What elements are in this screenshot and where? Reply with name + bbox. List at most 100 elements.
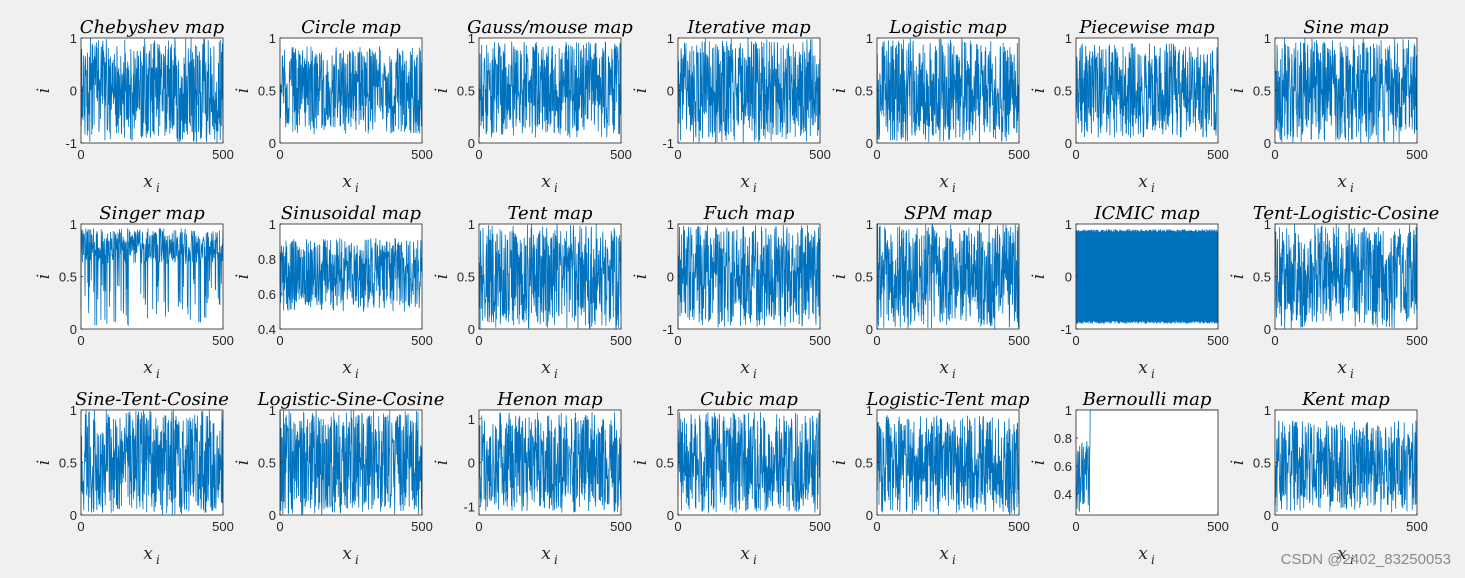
- series-line: [1274, 37, 1418, 144]
- series-line: [876, 224, 1020, 329]
- series-line: [478, 412, 622, 513]
- subplot-title: Sine-Tent-Cosine: [75, 389, 229, 410]
- watermark: CSDN @2402_83250053: [1280, 551, 1451, 568]
- series-line: [279, 238, 423, 313]
- series-line: [478, 41, 622, 138]
- x-axis-label-subscript: i: [355, 553, 359, 567]
- subplot-title: Gauss/mouse map: [467, 17, 633, 38]
- y-tick-label: 0: [667, 508, 674, 523]
- x-axis-label: x: [342, 358, 352, 378]
- x-axis-label-subscript: i: [554, 181, 558, 195]
- y-tick-label: 1: [866, 217, 873, 232]
- y-axis-label: i: [233, 274, 253, 279]
- y-tick-label: 1: [70, 403, 77, 418]
- y-tick-label: 1: [667, 217, 674, 232]
- x-tick-label: 500: [411, 333, 433, 348]
- y-tick-label: 0.5: [258, 84, 276, 99]
- y-tick-label: 0.4: [258, 322, 276, 337]
- x-axis-label: x: [143, 358, 153, 378]
- y-tick-label: -1: [662, 322, 674, 337]
- series-line: [1274, 223, 1418, 329]
- x-tick-label: 500: [1207, 519, 1229, 534]
- x-tick-label: 0: [276, 519, 283, 534]
- x-tick-label: 0: [77, 333, 84, 348]
- x-tick-label: 500: [212, 147, 234, 162]
- y-axis-label: i: [34, 460, 54, 465]
- x-tick-label: 0: [77, 147, 84, 162]
- x-tick-label: 500: [610, 333, 632, 348]
- y-tick-label: 0: [1264, 322, 1271, 337]
- x-tick-label: 0: [674, 519, 681, 534]
- x-tick-label: 500: [212, 333, 234, 348]
- series-line: [876, 415, 1020, 515]
- x-tick-label: 500: [1406, 147, 1428, 162]
- x-tick-label: 500: [809, 333, 831, 348]
- x-axis-label-subscript: i: [952, 553, 956, 567]
- x-axis-label: x: [740, 358, 750, 378]
- y-tick-label: 0: [1264, 508, 1271, 523]
- x-tick-label: 500: [1406, 333, 1428, 348]
- x-axis-label-subscript: i: [753, 553, 757, 567]
- y-tick-label: 1: [1264, 217, 1271, 232]
- series-line: [80, 228, 224, 326]
- y-tick-label: 0.5: [656, 456, 674, 471]
- y-tick-label: 1: [468, 31, 475, 46]
- x-tick-label: 0: [1271, 333, 1278, 348]
- y-tick-label: -1: [65, 136, 77, 151]
- axes-background: [1076, 410, 1218, 515]
- subplot-title: Tent-Logistic-Cosine: [1253, 203, 1439, 224]
- y-tick-label: 1: [866, 403, 873, 418]
- x-tick-label: 0: [1271, 147, 1278, 162]
- y-tick-label: 1: [468, 217, 475, 232]
- y-tick-label: 0: [468, 136, 475, 151]
- y-axis-label: i: [631, 460, 651, 465]
- subplot-title: Circle map: [301, 17, 401, 38]
- subplot-title: Henon map: [496, 389, 603, 410]
- y-tick-label: 1: [269, 31, 276, 46]
- x-tick-label: 0: [674, 333, 681, 348]
- y-tick-label: 0: [269, 508, 276, 523]
- x-axis-label-subscript: i: [952, 367, 956, 381]
- y-tick-label: 0.5: [258, 456, 276, 471]
- y-tick-label: 0.5: [457, 270, 475, 285]
- axes-box: [279, 223, 423, 330]
- y-tick-label: 0: [468, 456, 475, 471]
- subplot-title: Piecewise map: [1078, 17, 1215, 38]
- x-axis-label-subscript: i: [1151, 181, 1155, 195]
- y-axis-label: i: [631, 274, 651, 279]
- subplot-title: Logistic-Tent map: [866, 389, 1030, 410]
- x-tick-label: 0: [475, 333, 482, 348]
- y-axis-label: i: [830, 274, 850, 279]
- x-axis-label: x: [143, 544, 153, 564]
- y-tick-label: 0: [1065, 136, 1072, 151]
- y-axis-label: i: [432, 274, 452, 279]
- x-tick-label: 0: [276, 333, 283, 348]
- subplot-title: Chebyshev map: [80, 17, 225, 38]
- x-axis-label: x: [541, 172, 551, 192]
- y-tick-label: 0: [1264, 136, 1271, 151]
- x-tick-label: 500: [1207, 147, 1229, 162]
- x-axis-label: x: [939, 358, 949, 378]
- x-axis-label: x: [143, 172, 153, 192]
- series-line: [1274, 420, 1418, 513]
- subplot-title: Iterative map: [686, 17, 811, 38]
- subplot-title: Fuch map: [703, 203, 795, 224]
- x-tick-label: 500: [1406, 519, 1428, 534]
- y-tick-label: 0.5: [1253, 270, 1271, 285]
- y-axis-label: i: [830, 460, 850, 465]
- series-line: [279, 46, 423, 135]
